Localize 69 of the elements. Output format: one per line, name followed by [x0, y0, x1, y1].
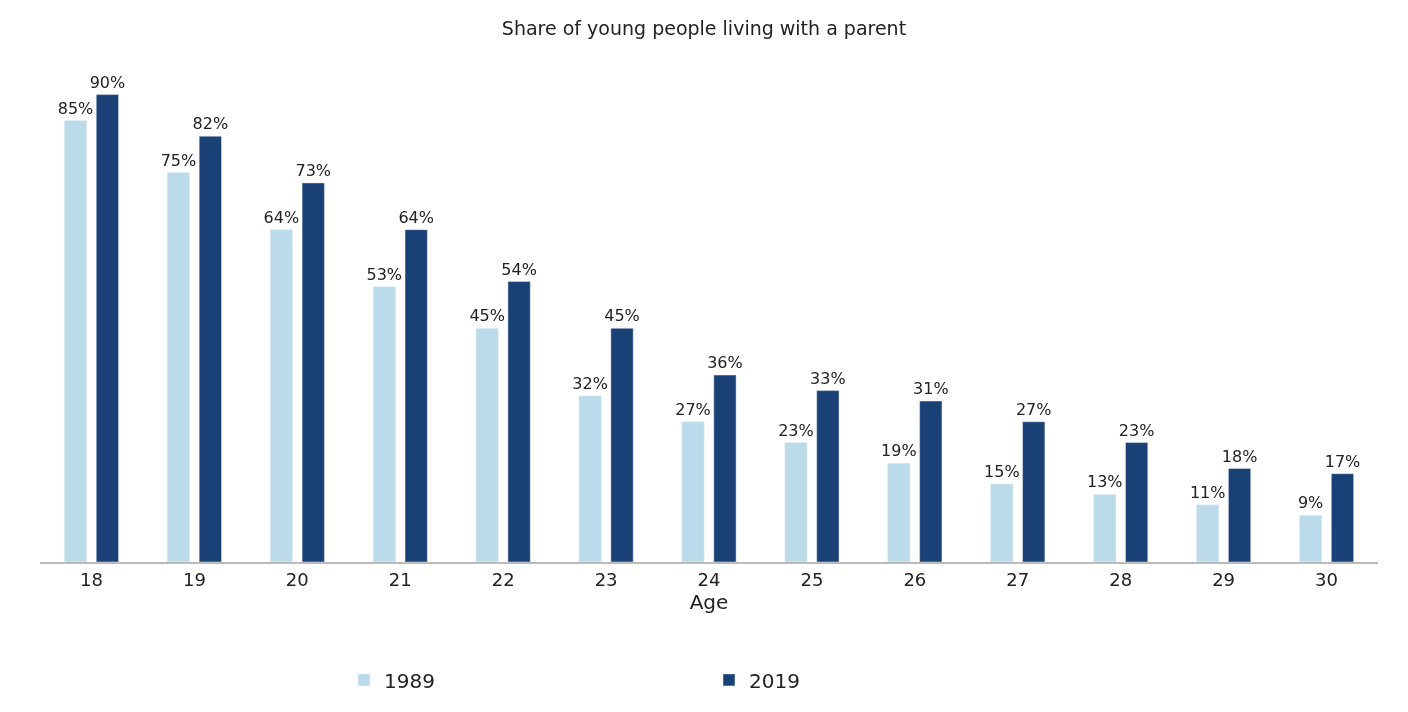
x-tick-label: 28 [1109, 568, 1133, 590]
bar [167, 172, 190, 562]
data-label: 23% [1118, 420, 1155, 440]
x-axis-title: Age [689, 589, 729, 614]
bar [1299, 515, 1322, 562]
bar [507, 281, 531, 562]
bar [64, 120, 87, 562]
x-tick-label: 26 [903, 568, 927, 590]
x-tick-label: 22 [491, 568, 515, 590]
data-label: 23% [778, 420, 814, 440]
x-tick-label: 27 [1006, 568, 1030, 590]
bar [681, 421, 705, 562]
bar [96, 94, 119, 562]
bar [1196, 504, 1220, 562]
data-label: 33% [810, 368, 846, 388]
legend-label: 1989 [384, 668, 435, 693]
data-label: 64% [263, 207, 300, 227]
data-label: 18% [1221, 446, 1258, 466]
x-tick-label: 23 [594, 568, 618, 590]
bar [198, 135, 222, 562]
bar [816, 390, 840, 562]
x-tick-label: 18 [80, 568, 103, 590]
bar [269, 229, 293, 562]
data-label: 54% [501, 259, 537, 279]
data-label: 32% [572, 373, 608, 393]
x-tick-label: 20 [285, 568, 309, 590]
x-tick-label: 21 [388, 568, 412, 590]
bar [475, 328, 499, 562]
data-label: 9% [1297, 493, 1324, 513]
data-label: 13% [1086, 472, 1123, 492]
bar [1093, 494, 1117, 562]
data-label: 64% [398, 207, 434, 227]
bar [610, 328, 634, 562]
bar [887, 463, 911, 562]
bar [919, 400, 943, 562]
x-tick-label: 30 [1315, 568, 1338, 590]
data-label: 45% [604, 306, 640, 326]
bar [301, 182, 325, 562]
bar [784, 442, 808, 562]
data-label: 36% [707, 353, 743, 373]
data-label: 19% [881, 441, 917, 461]
bar [1022, 421, 1046, 562]
data-label: 90% [89, 72, 126, 92]
data-label: 27% [675, 399, 711, 419]
data-label: 31% [913, 379, 949, 399]
bar [713, 374, 737, 562]
legend-label: 2019 [749, 668, 800, 693]
x-tick-label: 24 [697, 568, 721, 590]
bar [578, 395, 602, 562]
chart-title: Share of young people living with a parent [501, 16, 907, 39]
data-label: 45% [469, 306, 505, 326]
data-label: 27% [1015, 399, 1052, 419]
data-label: 82% [192, 114, 229, 134]
data-label: 73% [295, 160, 332, 180]
x-tick-label: 19 [182, 568, 206, 590]
x-tick-label: 29 [1212, 568, 1236, 590]
bar [404, 229, 428, 562]
bar [1125, 442, 1149, 562]
data-label: 53% [366, 264, 403, 284]
bar [1331, 473, 1354, 562]
bar [1228, 468, 1251, 562]
x-tick-label: 25 [800, 568, 824, 590]
data-label: 75% [160, 150, 197, 170]
data-label: 85% [57, 98, 94, 118]
bar [990, 483, 1014, 562]
data-label: 11% [1189, 482, 1226, 502]
data-label: 15% [984, 462, 1020, 482]
data-label: 17% [1324, 451, 1361, 471]
bar [372, 286, 396, 562]
